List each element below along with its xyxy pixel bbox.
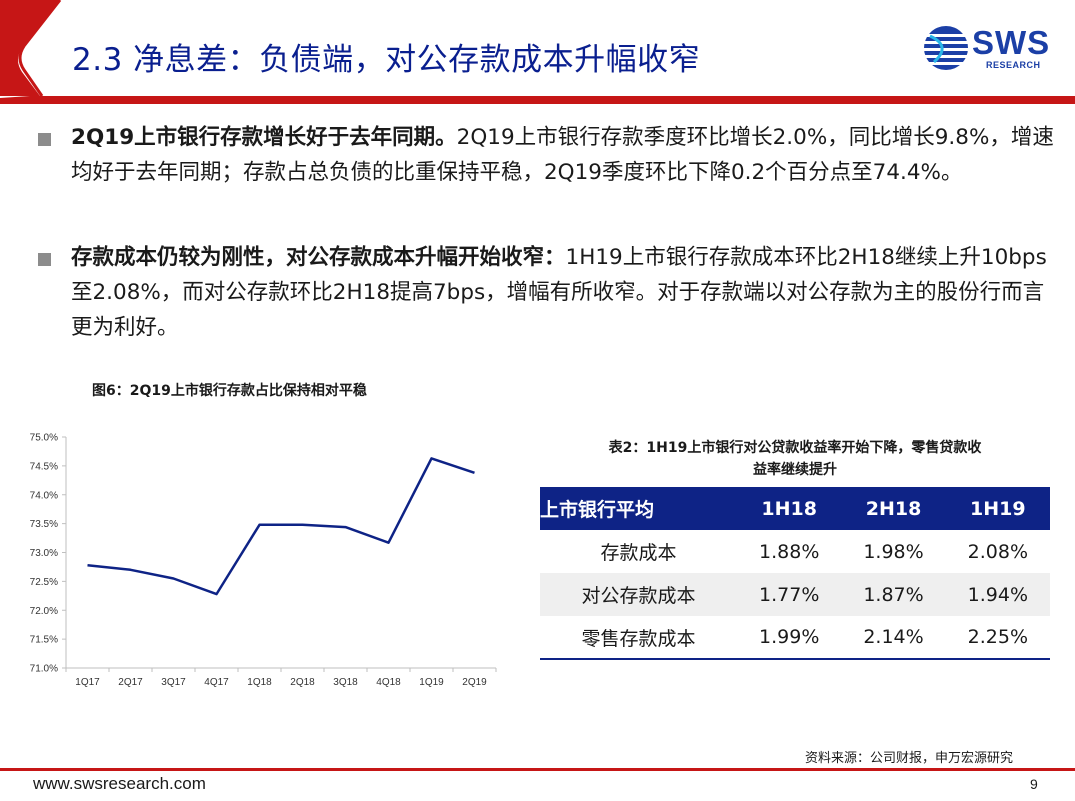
table-caption-line2: 益率继续提升 — [753, 462, 837, 478]
logo-subtext: RESEARCH — [986, 60, 1041, 70]
bullet-square-icon — [38, 133, 51, 146]
table-header-row: 上市银行平均 1H18 2H18 1H19 — [540, 487, 1050, 530]
y-tick-label: 71.5% — [30, 635, 58, 646]
table-cell: 存款成本 — [600, 542, 677, 564]
table-cell: 1.88% — [759, 540, 820, 563]
table-row: 存款成本 1.88% 1.98% 2.08% — [540, 530, 1050, 573]
deposit-share-line-chart: 71.0% 71.5% 72.0% 72.5% 73.0% 73.5% 74.0% 74.5%… — [30, 433, 497, 688]
table-cell: 零售存款成本 — [540, 616, 738, 660]
table-cell: 1.98% — [863, 540, 924, 563]
logo-text: SWS — [972, 24, 1051, 61]
x-tick-label: 1Q17 — [75, 677, 100, 688]
footer-line — [0, 768, 1075, 771]
y-tick-label: 72.0% — [30, 606, 58, 617]
bullet-text: 存款成本仍较为刚性，对公存款成本升幅开始收窄：1H19上市银行存款成本环比2H1… — [71, 240, 1061, 345]
series-line — [87, 457, 475, 596]
x-tick-label: 3Q17 — [161, 677, 186, 688]
bullet-heading: 存款成本仍较为刚性，对公存款成本升幅开始收窄： — [71, 245, 566, 270]
x-tick-label: 4Q17 — [204, 677, 229, 688]
table-row: 对公存款成本 1.77% 1.87% 1.94% — [540, 573, 1050, 616]
bullet-body: 1H19上市银行存款成本环比2H18继续上升10bps至2.08%，而对公存款环… — [71, 245, 1047, 340]
table-cell: 对公存款成本 — [540, 573, 738, 616]
table-cell: 2.08% — [967, 540, 1029, 563]
bullet-heading: 2Q19上市银行存款增长好于去年同期。 — [71, 125, 457, 150]
globe-icon — [924, 26, 968, 70]
footer-url[interactable]: www.swsresearch.com — [33, 774, 206, 793]
table-cell: 2.25% — [945, 616, 1050, 660]
sws-logo: SWS RESEARCH — [922, 22, 1062, 74]
table-header-cell: 上市银行平均 — [540, 487, 738, 530]
bullet-square-icon — [38, 253, 51, 266]
table-caption-line1: 表2：1H19上市银行对公贷款收益率开始下降，零售贷款收 — [608, 440, 982, 456]
table-cell: 2.14% — [841, 616, 946, 660]
table-cell: 1.77% — [737, 573, 842, 616]
table-caption: 表2：1H19上市银行对公贷款收益率开始下降，零售贷款收 益率继续提升 — [540, 437, 1050, 481]
header-band — [0, 0, 1075, 104]
y-tick-label: 72.5% — [30, 577, 58, 588]
bullet-body: 2Q19上市银行存款季度环比增长2.0%，同比增长9.8%，增速均好于去年同期；… — [71, 125, 1054, 185]
table-row: 零售存款成本 1.99% 2.14% 2.25% — [540, 616, 1050, 660]
bullet-text: 2Q19上市银行存款增长好于去年同期。2Q19上市银行存款季度环比增长2.0%，… — [71, 120, 1061, 190]
x-tick-label: 1Q18 — [247, 677, 272, 688]
x-tick-label: 3Q18 — [333, 677, 358, 688]
y-tick-label: 74.5% — [30, 461, 58, 472]
table-header-cell: 1H18 — [737, 487, 842, 530]
deposit-cost-table: 上市银行平均 1H18 2H18 1H19 存款成本 1.88% 1.98% 2… — [540, 487, 1050, 660]
y-tick-label: 73.5% — [30, 519, 58, 530]
bullet-deposit-cost: 存款成本仍较为刚性，对公存款成本升幅开始收窄：1H19上市银行存款成本环比2H1… — [38, 240, 1058, 346]
y-tick-label: 71.0% — [30, 664, 58, 675]
page-number: 9 — [1030, 776, 1038, 792]
table-header-cell: 2H18 — [841, 487, 946, 530]
x-tick-label: 2Q18 — [290, 677, 315, 688]
x-tick-label: 2Q17 — [118, 677, 143, 688]
table-cell: 1.94% — [945, 573, 1050, 616]
y-tick-label: 75.0% — [30, 433, 58, 444]
table-cell: 1.87% — [841, 573, 946, 616]
x-tick-label: 4Q18 — [376, 677, 401, 688]
table-cell: 1.99% — [737, 616, 842, 660]
x-tick-label: 2Q19 — [462, 677, 487, 688]
y-tick-label: 73.0% — [30, 548, 58, 559]
figure-caption: 图6：2Q19上市银行存款占比保持相对平稳 — [92, 383, 367, 399]
table-header-cell: 1H19 — [945, 487, 1050, 530]
x-tick-label: 1Q19 — [419, 677, 444, 688]
source-note: 资料来源：公司财报，申万宏源研究 — [805, 751, 1014, 766]
page-title: 2.3 净息差：负债端，对公存款成本升幅收窄 — [72, 42, 701, 78]
bullet-deposit-growth: 2Q19上市银行存款增长好于去年同期。2Q19上市银行存款季度环比增长2.0%，… — [38, 120, 1058, 226]
y-tick-label: 74.0% — [30, 490, 58, 501]
